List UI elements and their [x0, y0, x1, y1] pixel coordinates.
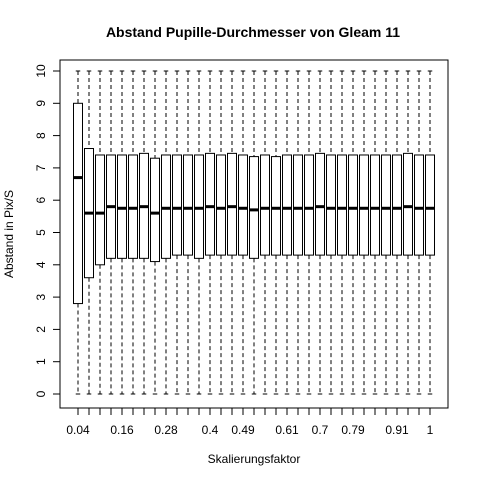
box-body	[381, 154, 391, 256]
box-body	[205, 152, 215, 256]
y-tick-label: 10	[34, 64, 48, 78]
x-tick-label: 0.28	[154, 423, 178, 437]
y-axis-label: Abstand in Pix/S	[2, 190, 16, 278]
box-body	[194, 154, 204, 259]
chart-title: Abstand Pupille-Durchmesser von Gleam 11	[106, 24, 400, 40]
x-tick-label: 0.4	[202, 423, 219, 437]
x-tick-label: 0.49	[231, 423, 255, 437]
y-tick-label: 7	[34, 164, 48, 171]
box-0.04	[73, 70, 83, 395]
box-body	[293, 154, 303, 256]
box-body	[392, 154, 402, 256]
box-body	[337, 154, 347, 256]
box-body	[95, 154, 105, 266]
box-body	[216, 154, 226, 256]
box-0.91	[392, 70, 402, 395]
box-body	[260, 154, 270, 256]
y-tick-label: 4	[34, 261, 48, 268]
y-tick-label: 6	[34, 197, 48, 204]
box-body	[227, 152, 237, 256]
box-0.34	[183, 70, 193, 395]
y-axis: 0 1 2 3 4 5 6 7 8 9 10	[34, 64, 61, 397]
box-0.25	[150, 70, 160, 395]
box-0.19	[128, 70, 138, 395]
y-tick-label: 1	[34, 358, 48, 365]
box-body	[304, 154, 314, 256]
box-0.88	[381, 70, 391, 395]
box-1	[425, 70, 435, 395]
box-0.16	[117, 70, 127, 395]
box-0.1	[95, 70, 105, 395]
box-body	[117, 154, 127, 259]
y-tick-label: 9	[34, 100, 48, 107]
box-0.07	[84, 70, 94, 395]
x-axis: 0.04 0.16 0.28 0.4 0.49 0.61 0.7 0.79 0.91 1	[66, 407, 434, 437]
box-0.76	[337, 70, 347, 395]
box-body	[128, 154, 138, 259]
box-body	[403, 152, 413, 256]
box-0.79	[348, 70, 358, 395]
box-0.52	[249, 70, 259, 395]
x-tick-label: 0.04	[66, 423, 90, 437]
box-0.22	[139, 70, 149, 395]
box-body	[359, 154, 369, 256]
box-0.82	[359, 70, 369, 395]
y-tick-label: 3	[34, 293, 48, 300]
box-body	[183, 154, 193, 256]
box-0.94	[403, 70, 413, 395]
x-tick-label: 0.16	[110, 423, 134, 437]
box-0.85	[370, 70, 380, 395]
box-0.97	[414, 70, 424, 395]
box-body	[150, 157, 160, 263]
y-tick-label: 8	[34, 132, 48, 139]
x-axis-label: Skalierungsfaktor	[208, 452, 301, 466]
x-tick-label: 1	[427, 423, 434, 437]
box-0.31	[172, 70, 182, 395]
box-0.28	[161, 70, 171, 395]
box-0.61	[282, 70, 292, 395]
x-tick-label: 0.91	[385, 423, 409, 437]
box-body	[73, 102, 83, 305]
box-body	[348, 154, 358, 256]
box-0.49	[238, 70, 248, 395]
y-tick-label: 5	[34, 229, 48, 236]
box-0.43	[216, 70, 226, 395]
box-0.37	[194, 70, 204, 395]
box-body	[425, 154, 435, 256]
box-body	[315, 152, 325, 256]
x-tick-label: 0.7	[312, 423, 329, 437]
box-0.55	[260, 70, 270, 395]
box-0.7	[315, 70, 325, 395]
y-tick-label: 2	[34, 326, 48, 333]
box-body	[161, 154, 171, 259]
y-tick-label: 0	[34, 390, 48, 397]
box-0.4	[205, 70, 215, 395]
box-body	[326, 154, 336, 256]
box-series	[73, 70, 435, 395]
box-0.67	[304, 70, 314, 395]
x-tick-label: 0.79	[341, 423, 365, 437]
box-body	[282, 154, 292, 256]
box-body	[249, 156, 259, 259]
box-0.73	[326, 70, 336, 395]
box-body	[370, 154, 380, 256]
box-body	[172, 154, 182, 256]
box-0.64	[293, 70, 303, 395]
box-body	[414, 154, 424, 256]
box-0.46	[227, 70, 237, 395]
box-body	[238, 154, 248, 256]
box-body	[271, 156, 281, 256]
box-0.58	[271, 70, 281, 395]
x-tick-label: 0.61	[275, 423, 299, 437]
box-0.13	[106, 70, 116, 395]
